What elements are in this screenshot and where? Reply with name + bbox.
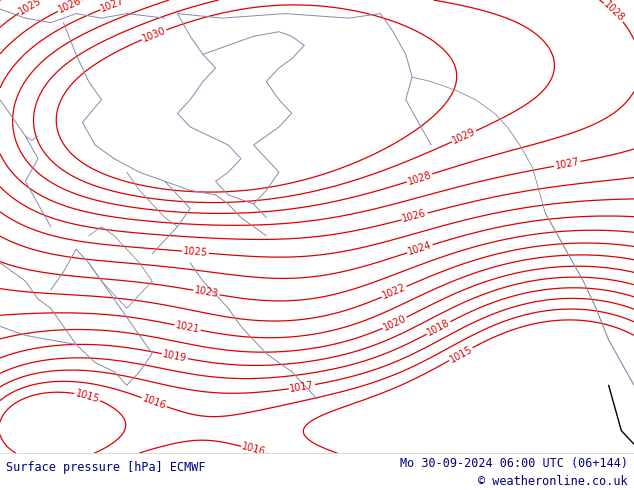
Text: 1016: 1016 [141,393,167,411]
Text: 1022: 1022 [381,282,408,301]
Text: 1028: 1028 [602,0,626,24]
Text: 1015: 1015 [74,388,101,405]
Text: 1028: 1028 [406,170,433,186]
Text: 1015: 1015 [448,344,474,365]
Text: 1025: 1025 [183,246,208,258]
Text: 1030: 1030 [141,25,167,44]
Text: 1018: 1018 [425,318,451,338]
Text: 1016: 1016 [241,441,267,458]
Text: 1017: 1017 [289,380,315,393]
Text: Mo 30-09-2024 06:00 UTC (06+144): Mo 30-09-2024 06:00 UTC (06+144) [399,457,628,470]
Text: 1020: 1020 [381,313,408,333]
Text: 1019: 1019 [162,349,188,364]
Text: 1027: 1027 [100,0,126,14]
Text: 1029: 1029 [451,126,477,146]
Text: 1024: 1024 [406,240,433,257]
Text: 1027: 1027 [554,157,580,171]
Text: © weatheronline.co.uk: © weatheronline.co.uk [478,475,628,489]
Text: 1025: 1025 [17,0,43,17]
Text: 1023: 1023 [193,286,219,299]
Text: 1026: 1026 [56,0,83,15]
Text: 1026: 1026 [401,208,428,224]
Text: Surface pressure [hPa] ECMWF: Surface pressure [hPa] ECMWF [6,461,206,474]
Text: 1021: 1021 [174,320,200,335]
